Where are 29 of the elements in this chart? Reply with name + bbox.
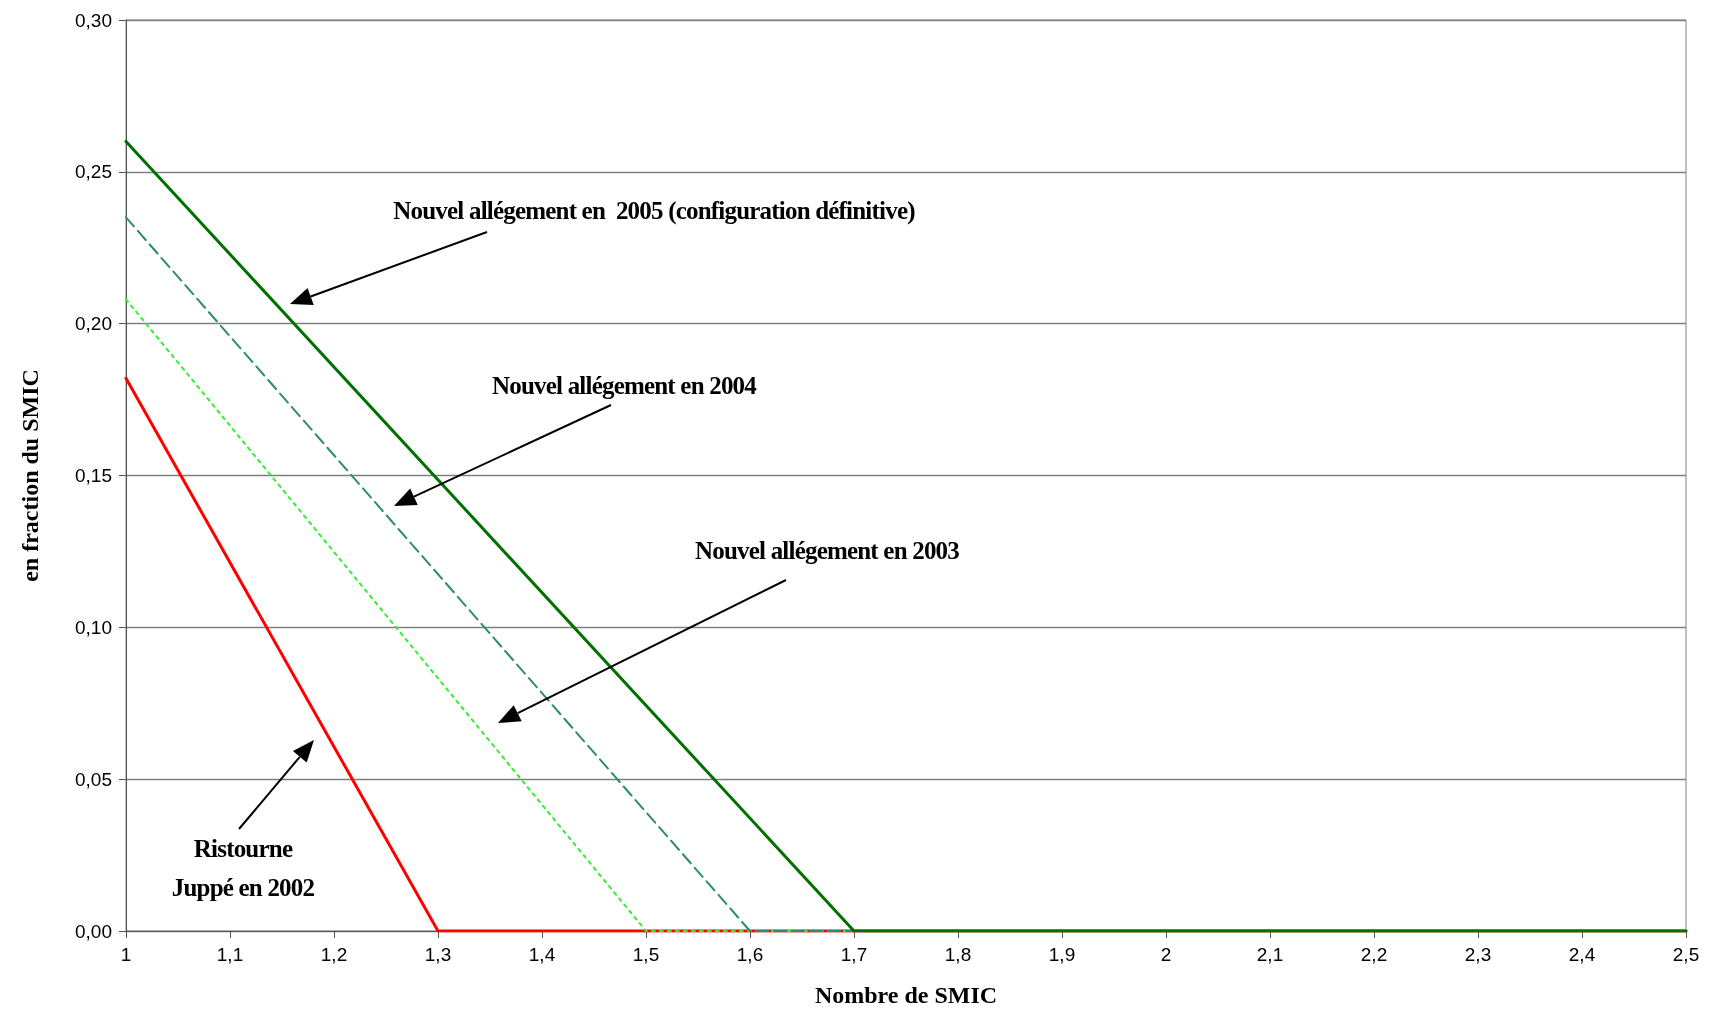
x-tick-label: 2,1 (1256, 944, 1284, 965)
x-tick-label: 1,5 (632, 944, 660, 965)
annotation: Nouvel allégement en 2003 (695, 535, 959, 566)
x-tick-label: 2,5 (1672, 944, 1700, 965)
y-axis-title: en fraction du SMIC (17, 369, 43, 582)
y-tick-label: 0,00 (75, 920, 112, 942)
annotation: Ristourne Juppé en 2002 (171, 834, 315, 903)
x-tick-label: 1,1 (216, 944, 244, 965)
x-tick-label: 1 (120, 944, 132, 965)
x-tick-label: 1,3 (424, 944, 452, 965)
y-tick-label: 0,15 (75, 465, 112, 486)
y-tick-label: 0,10 (75, 616, 112, 638)
annotation: Nouvel allégement en 2005 (configuration définitive) (393, 195, 915, 227)
x-tick-label: 2 (1160, 944, 1172, 965)
y-tick-label: 0,20 (75, 313, 112, 335)
x-tick-label: 1,7 (840, 944, 868, 965)
x-tick-label: 1,9 (1048, 944, 1076, 965)
x-tick-label: 1,4 (528, 944, 556, 965)
x-tick-label: 1,6 (736, 944, 764, 965)
annotation: Nouvel allégement en 2004 (492, 370, 756, 401)
y-tick-label: 0,25 (75, 161, 112, 183)
y-tick-label: 0,05 (75, 768, 112, 790)
x-tick-label: 1,2 (320, 944, 348, 965)
x-tick-label: 2,2 (1360, 944, 1388, 965)
x-tick-label: 2,4 (1568, 944, 1596, 965)
y-tick-label: 0,30 (75, 9, 112, 31)
x-axis-title: Nombre de SMIC (814, 982, 998, 1008)
x-tick-label: 2,3 (1464, 944, 1492, 965)
x-tick-label: 1,8 (944, 944, 972, 965)
